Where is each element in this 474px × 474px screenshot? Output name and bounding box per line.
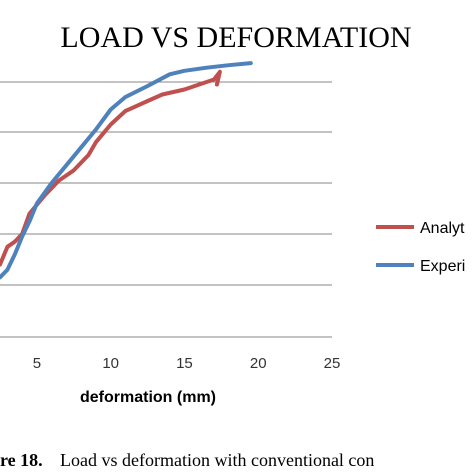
legend-label-experi: Experi bbox=[420, 258, 465, 275]
x-tick-label-10: 10 bbox=[102, 355, 119, 372]
series-lines bbox=[0, 61, 253, 280]
legend-label-analyt: Analyt bbox=[420, 220, 465, 237]
x-axis-ticks: 5 10 15 20 25 bbox=[33, 355, 341, 372]
legend: Analyt Experi bbox=[376, 220, 465, 275]
x-tick-label-25: 25 bbox=[324, 355, 341, 372]
chart-title: LOAD VS DEFORMATION bbox=[60, 21, 411, 54]
x-tick-label-20: 20 bbox=[250, 355, 267, 372]
x-axis-label: deformation (mm) bbox=[80, 389, 216, 406]
x-tick-label-5: 5 bbox=[33, 355, 41, 372]
figure-caption-text: Load vs deformation with conventional co… bbox=[60, 450, 374, 470]
series-line-analyt bbox=[0, 69, 222, 267]
figure-caption-label: re 18. bbox=[0, 450, 43, 470]
series-line-experi bbox=[0, 61, 253, 280]
x-tick-label-15: 15 bbox=[176, 355, 193, 372]
